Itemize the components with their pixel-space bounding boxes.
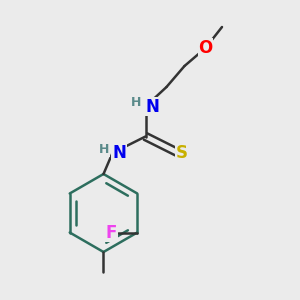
Text: H: H bbox=[131, 95, 142, 109]
Text: O: O bbox=[198, 39, 213, 57]
Text: S: S bbox=[176, 144, 188, 162]
Text: F: F bbox=[106, 224, 117, 242]
Text: H: H bbox=[99, 143, 109, 156]
Text: N: N bbox=[112, 144, 126, 162]
Text: N: N bbox=[145, 98, 159, 116]
